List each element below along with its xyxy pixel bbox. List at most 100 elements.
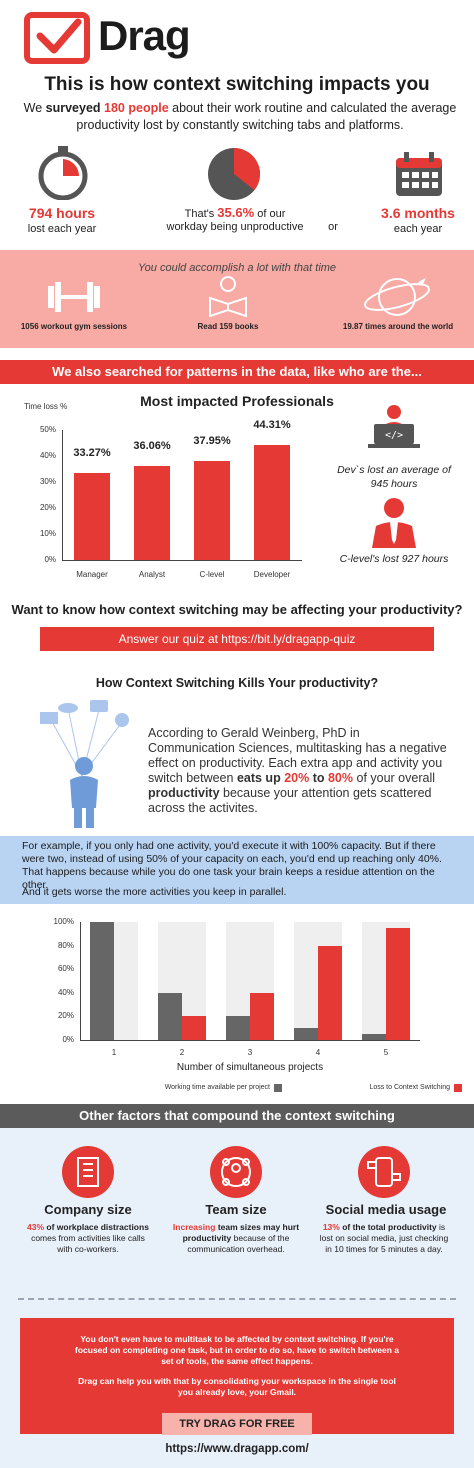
building-icon [62,1146,114,1198]
chart2-bar [90,922,114,1040]
chart1-data-label: 37.95% [193,435,231,448]
chart2-bar [362,1034,386,1040]
stopwatch-icon [38,146,88,200]
developer-icon: </> [368,405,420,448]
chart2-ytick: 100% [53,917,74,926]
factor-text-social: 13% of the total productivity is lost on… [319,1222,449,1254]
chart2-bar [158,992,182,1040]
chart1-ytick: 20% [39,503,56,512]
svg-text:</>: </> [385,430,403,441]
hours-lost-value: 794 hours [28,205,96,221]
weinberg-paragraph: According to Gerald Weinberg, PhD in Com… [148,726,447,815]
chart2-xtick: 3 [247,1048,253,1057]
chart2-legend-label: Working time available per project [164,1084,270,1091]
professionals-bar-chart: 0% 10% 20% 30% 40% 50% 33.27% Manager 36.06% Anal… [22,418,312,586]
logo-mark [24,12,90,64]
chart2-legend-swatch [454,1084,462,1092]
or-label: or [328,221,338,233]
pie-slice-unproductive [234,148,260,191]
chart1-ytick: 30% [39,477,56,486]
example-paragraph: For example, if you only had one activit… [22,840,442,891]
unproductive-pie-chart [208,148,260,200]
example-paragraph-2: And it gets worse the more activities yo… [22,886,287,898]
cta-paragraph: You don't even have to multitask to be a… [75,1334,399,1366]
months-label: each year [393,223,443,235]
dev-note: Dev`s lost an average of 945 hours [337,464,451,490]
section-divider [18,1298,456,1300]
factor-text-team: Increasing team sizes may hurt productiv… [172,1222,300,1254]
quiz-question: Want to know how context switching may b… [11,602,463,617]
chart2-ytick: 20% [57,1011,74,1021]
projects-bar-chart: 0% 20% 40% 60% 80% 100% 1 2 3 4 5 Number of simulta… [50,912,462,1097]
gym-sessions-label: 1056 workout gym sessions [20,322,128,331]
chart1-y-axis [62,430,63,560]
chart1-bar [254,444,290,560]
checkmark-icon [36,18,82,54]
around-world-label: 19.87 times around the world [342,322,454,331]
chart2-bar [226,1016,250,1040]
juggling-person-icon [40,700,129,828]
factor-title-company: Company size [44,1202,132,1217]
chart2-xtick: 4 [315,1048,321,1057]
chart2-xtick: 2 [179,1048,185,1057]
chart2-xtick: 5 [383,1048,389,1057]
chart1-ytick: 40% [39,451,56,460]
chart1-bar [194,461,230,560]
books-label: Read 159 books [197,322,259,331]
chart1-x-axis [62,560,302,561]
dumbbell-icon [48,282,100,312]
chart1-xtick: Developer [253,570,291,579]
chart1-xtick: Manager [76,570,108,579]
chart2-legend-swatch [274,1084,282,1092]
months-value: 3.6 months [381,205,455,221]
chart1-ylabel: Time loss % [24,402,68,411]
clevel-note: C-level's lost 927 hours [339,553,449,565]
chart2-y-axis [80,922,81,1040]
brand-name: Drag [98,12,191,59]
chart1-ytick: 0% [44,555,56,564]
patterns-banner: We also searched for patterns in the dat… [0,360,474,384]
chart2-ytick: 40% [57,987,74,997]
chart1-xtick: C-level [199,570,225,579]
chart2-ytick: 80% [57,940,74,950]
chart2-bar [294,1028,318,1040]
chart1-xtick: Analyst [138,570,166,579]
chart1-ytick: 10% [39,529,56,538]
team-icon [210,1146,262,1198]
chart2-bar [250,992,274,1040]
chart2-bar [318,945,342,1040]
factor-text-company: 43% of workplace distractions comes from… [27,1222,149,1254]
chart2-x-axis [80,1040,420,1041]
example-band [0,836,474,904]
social-media-icon [358,1146,410,1198]
chart1-data-label: 33.27% [73,447,111,460]
factor-title-social: Social media usage [325,1202,447,1217]
kills-title: How Context Switching Kills Your product… [95,676,379,690]
chart1-bar [74,473,110,560]
factors-banner: Other factors that compound the context … [0,1104,474,1128]
hours-lost-label: lost each year [27,223,97,235]
chart2-bar [182,1016,206,1040]
chart1-data-label: 44.31% [253,418,291,431]
chart1-data-label: 36.06% [133,440,171,453]
chart1-ytick: 50% [39,425,56,434]
book-reader-icon [209,276,247,318]
workday-stat: That's 35.6% of our [184,205,286,221]
chart2-legend-label: Loss to Context Switching [369,1084,450,1091]
chart2-ytick: 0% [62,1035,74,1044]
workday-label: workday being unproductive [166,221,304,233]
factor-title-team: Team size [205,1202,267,1217]
footer-url-link[interactable]: https://www.dragapp.com/ [165,1443,309,1455]
accomplish-intro: You could accomplish a lot with that tim… [137,262,337,274]
chart2-bar [386,927,410,1040]
chart2-ytick: 60% [57,964,74,974]
executive-icon [372,498,416,548]
professionals-title: Most impacted Professionals [140,393,334,409]
chart2-xtick: 1 [111,1048,117,1057]
intro-text: We surveyed 180 people about their work … [23,101,457,132]
calendar-icon [396,152,442,196]
chart1-bar [134,466,170,560]
page-title: This is how context switching impacts yo… [44,74,430,95]
quiz-link-button[interactable]: Answer our quiz at https://bit.ly/dragap… [40,627,434,651]
try-drag-button[interactable]: TRY DRAG FOR FREE [162,1413,312,1435]
